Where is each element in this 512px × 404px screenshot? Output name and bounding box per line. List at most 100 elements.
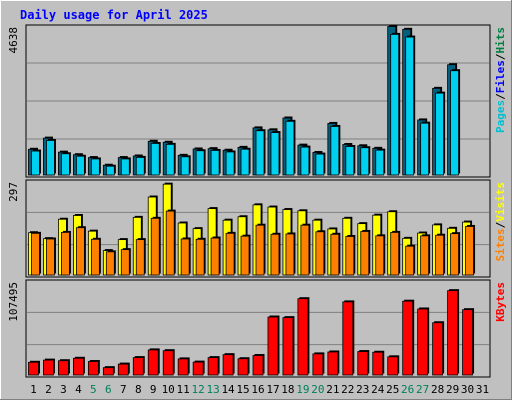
bar-kbytes-day-10: [162, 350, 174, 376]
bar-files-day-15: [240, 148, 250, 176]
bar-sites-day-5: [90, 238, 100, 276]
x-tick-label-day-24: 24: [371, 383, 385, 396]
x-tick-label-day-17: 17: [266, 383, 279, 396]
bar-kbytes-day-14: [222, 354, 234, 376]
x-tick-label-day-27: 27: [416, 383, 429, 396]
x-tick-label-day-20: 20: [311, 383, 324, 396]
legend-item-kbytes: KBytes: [494, 282, 507, 322]
legend-item-hits: Hits: [494, 27, 507, 54]
chart-panels: 4638Pages/Files/Hits297Sites/Visits10749…: [7, 24, 507, 378]
bar-files-day-3: [61, 153, 70, 176]
bar-files-day-25: [390, 34, 400, 176]
x-tick-label-day-14: 14: [221, 383, 235, 396]
x-tick-label-day-1: 1: [30, 383, 37, 396]
bar-files-day-10: [165, 143, 175, 176]
x-tick-label-day-2: 2: [45, 383, 52, 396]
bar-sites-day-25: [390, 232, 400, 276]
bar-kbytes-day-17: [267, 316, 279, 376]
bar-sites-day-16: [255, 224, 265, 276]
bar-sites-day-8: [135, 239, 145, 276]
bar-sites-day-23: [360, 231, 370, 276]
bar-sites-day-27: [420, 235, 430, 276]
bar-sites-day-6: [105, 251, 115, 276]
bar-files-day-18: [285, 120, 295, 176]
bar-sites-day-22: [345, 236, 355, 276]
y-max-label: 107495: [7, 282, 20, 322]
bar-sites-day-4: [75, 227, 85, 276]
bar-sites-day-29: [450, 233, 459, 276]
bar-kbytes-day-21: [327, 351, 339, 376]
bar-files-day-20: [315, 153, 325, 176]
bar-files-day-22: [345, 146, 355, 176]
chart-title: Daily usage for April 2025: [20, 8, 208, 22]
bar-kbytes-day-11: [177, 358, 189, 376]
x-tick-label-day-26: 26: [401, 383, 414, 396]
bar-kbytes-day-27: [417, 308, 429, 376]
bar-files-day-19: [300, 146, 310, 176]
y-max-label: 4638: [7, 27, 20, 54]
bar-sites-day-9: [150, 217, 160, 276]
bar-files-day-17: [270, 132, 280, 176]
x-tick-label-day-7: 7: [120, 383, 127, 396]
bar-kbytes-day-15: [237, 358, 249, 376]
panel-legend: KBytes: [494, 282, 507, 322]
x-tick-label-day-28: 28: [431, 383, 444, 396]
bar-sites-day-26: [405, 245, 415, 276]
bar-files-day-6: [105, 165, 115, 176]
x-tick-label-day-22: 22: [341, 383, 354, 396]
bar-kbytes-day-19: [297, 298, 309, 376]
bar-sites-day-13: [210, 237, 220, 276]
bar-kbytes-day-16: [252, 355, 264, 376]
bar-sites-day-10: [165, 210, 175, 276]
bar-files-day-4: [75, 155, 85, 176]
bar-kbytes-day-26: [402, 300, 414, 376]
legend-item-sites: Sites: [494, 228, 507, 261]
bar-kbytes-day-30: [462, 309, 473, 376]
bar-files-day-8: [135, 157, 145, 176]
bar-kbytes-day-2: [43, 359, 54, 376]
x-tick-label-day-3: 3: [60, 383, 67, 396]
x-tick-label-day-10: 10: [162, 383, 175, 396]
bar-files-day-23: [360, 147, 370, 176]
bar-sites-day-7: [120, 249, 130, 276]
bar-files-day-7: [120, 158, 130, 176]
x-tick-label-day-9: 9: [150, 383, 157, 396]
bar-files-day-24: [375, 149, 385, 176]
bar-sites-day-12: [195, 238, 205, 276]
bar-files-day-14: [225, 151, 235, 176]
bar-kbytes-day-5: [87, 361, 99, 376]
bar-kbytes-day-25: [387, 356, 399, 376]
bar-kbytes-day-12: [192, 361, 204, 376]
bar-kbytes-day-3: [58, 360, 69, 376]
bar-kbytes-day-6: [102, 367, 114, 376]
x-tick-label-day-23: 23: [356, 383, 369, 396]
bar-files-day-12: [195, 150, 205, 176]
panel-legend: Sites/Visits: [494, 182, 507, 262]
bar-files-day-9: [150, 143, 160, 176]
x-tick-label-day-12: 12: [192, 383, 205, 396]
bar-sites-day-21: [330, 233, 340, 276]
bar-sites-day-3: [61, 232, 70, 276]
legend-item-files: Files: [494, 60, 507, 93]
bar-kbytes-day-8: [132, 357, 144, 376]
bar-sites-day-1: [31, 232, 40, 276]
x-tick-label-day-11: 11: [177, 383, 190, 396]
bar-kbytes-day-28: [432, 322, 444, 376]
x-tick-label-day-21: 21: [326, 383, 339, 396]
bar-sites-day-20: [315, 231, 325, 276]
x-tick-label-day-31: 31: [476, 383, 489, 396]
bar-kbytes-day-22: [342, 301, 354, 376]
x-tick-label-day-6: 6: [105, 383, 112, 396]
legend-separator: /: [494, 93, 507, 100]
bar-files-day-13: [210, 150, 220, 176]
x-tick-label-day-19: 19: [296, 383, 309, 396]
bar-files-day-16: [255, 130, 265, 176]
x-axis: 1 2 3 4 5 6 7 8 9 10 11 12 13 14 15 16 17 18 19 20 21 22 23 24 2…: [30, 383, 489, 396]
bar-files-day-11: [180, 156, 190, 176]
bar-sites-day-2: [46, 238, 55, 276]
bar-files-day-1: [31, 150, 40, 176]
x-tick-label-day-25: 25: [386, 383, 399, 396]
bar-sites-day-30: [465, 226, 474, 276]
